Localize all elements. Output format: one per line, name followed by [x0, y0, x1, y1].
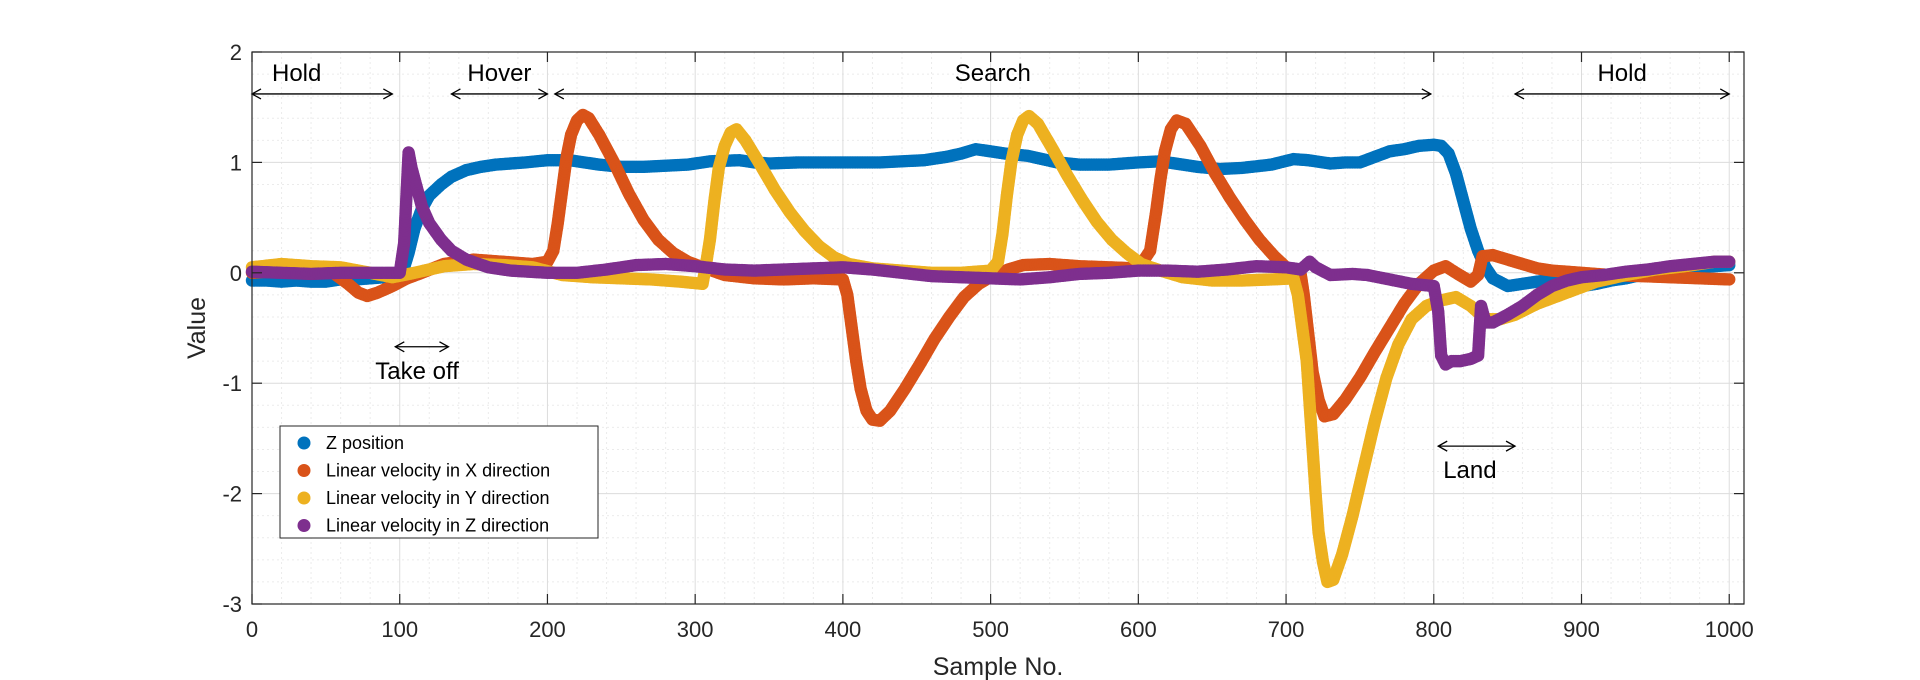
x-tick-label: 600 — [1120, 617, 1157, 642]
arrow-head — [439, 341, 450, 353]
phase-label: Search — [955, 60, 1031, 87]
phase-label: Take off — [375, 358, 459, 385]
phase-annotation: Take off — [375, 341, 459, 385]
phase-label: Hold — [272, 60, 321, 87]
legend-marker — [297, 519, 311, 532]
arrow-head — [1436, 440, 1448, 452]
arrow-head — [1719, 88, 1731, 100]
minor-grid — [252, 52, 1744, 604]
x-tick-label: 0 — [246, 617, 258, 642]
x-tick-label: 500 — [972, 617, 1009, 642]
legend-item: Z position — [297, 433, 404, 453]
legend-marker — [297, 491, 311, 505]
tick-labels: 0 100 200 300 400 500 600 700 800 900 1000 2 1 0 -1 -2 -… — [222, 40, 1753, 642]
legend-label: Linear velocity in X direction — [326, 461, 550, 481]
x-axis-label: Sample No. — [933, 653, 1064, 680]
legend: Z position Linear velocity in X direction… — [279, 425, 599, 539]
phase-annotation: Hold — [1513, 60, 1731, 100]
x-tick-label: 800 — [1415, 617, 1452, 642]
phase-label: Hold — [1597, 60, 1646, 87]
legend-marker — [297, 436, 311, 450]
y-tick-label: 0 — [230, 261, 242, 286]
plot-frame — [251, 51, 1745, 605]
y-tick-label: -3 — [222, 592, 242, 617]
phase-annotation: Hover — [450, 60, 549, 100]
legend-label: Linear velocity in Z direction — [326, 516, 549, 536]
x-tick-label: 300 — [677, 617, 714, 642]
phase-label: Hover — [467, 60, 531, 87]
phase-annotation: Search — [553, 60, 1433, 100]
arrow-head — [383, 88, 394, 100]
ticks-layer — [251, 51, 1744, 605]
x-tick-label: 100 — [381, 617, 418, 642]
arrow-head — [1513, 88, 1525, 100]
arrow-head — [450, 88, 461, 100]
legend-label: Linear velocity in Y direction — [326, 488, 549, 508]
arrow-head — [1421, 88, 1433, 100]
y-tick-label: -2 — [222, 482, 242, 507]
series-layer — [245, 108, 1736, 589]
data-point — [1723, 273, 1736, 286]
legend-label: Z position — [326, 433, 404, 453]
data-point — [1723, 255, 1736, 268]
arrow-head — [538, 88, 549, 100]
y-tick-label: 1 — [230, 150, 242, 175]
x-tick-label: 1000 — [1705, 617, 1754, 642]
y-axis-label: Value — [183, 297, 211, 359]
x-tick-label: 200 — [529, 617, 566, 642]
annotation-layer: Hold Hover Search Hold Take off Land — [250, 60, 1731, 484]
legend-items: Z position Linear velocity in X direction… — [297, 433, 550, 536]
x-tick-label: 900 — [1563, 617, 1600, 642]
arrow-head — [1505, 440, 1517, 452]
legend-box — [279, 425, 599, 539]
y-tick-label: 2 — [230, 40, 242, 65]
legend-item: Linear velocity in X direction — [297, 461, 550, 481]
legend-item: Linear velocity in Z direction — [297, 516, 549, 536]
legend-marker — [297, 464, 311, 477]
series-4 — [245, 146, 1736, 371]
phase-annotation: Land — [1436, 440, 1517, 484]
phase-label: Land — [1443, 457, 1496, 484]
arrow-head — [393, 341, 405, 353]
legend-item: Linear velocity in Y direction — [297, 488, 549, 508]
y-tick-label: -1 — [222, 371, 242, 396]
x-tick-label: 700 — [1268, 617, 1305, 642]
phase-annotation: Hold — [250, 60, 394, 100]
x-tick-label: 400 — [825, 617, 862, 642]
arrow-head — [553, 88, 565, 100]
